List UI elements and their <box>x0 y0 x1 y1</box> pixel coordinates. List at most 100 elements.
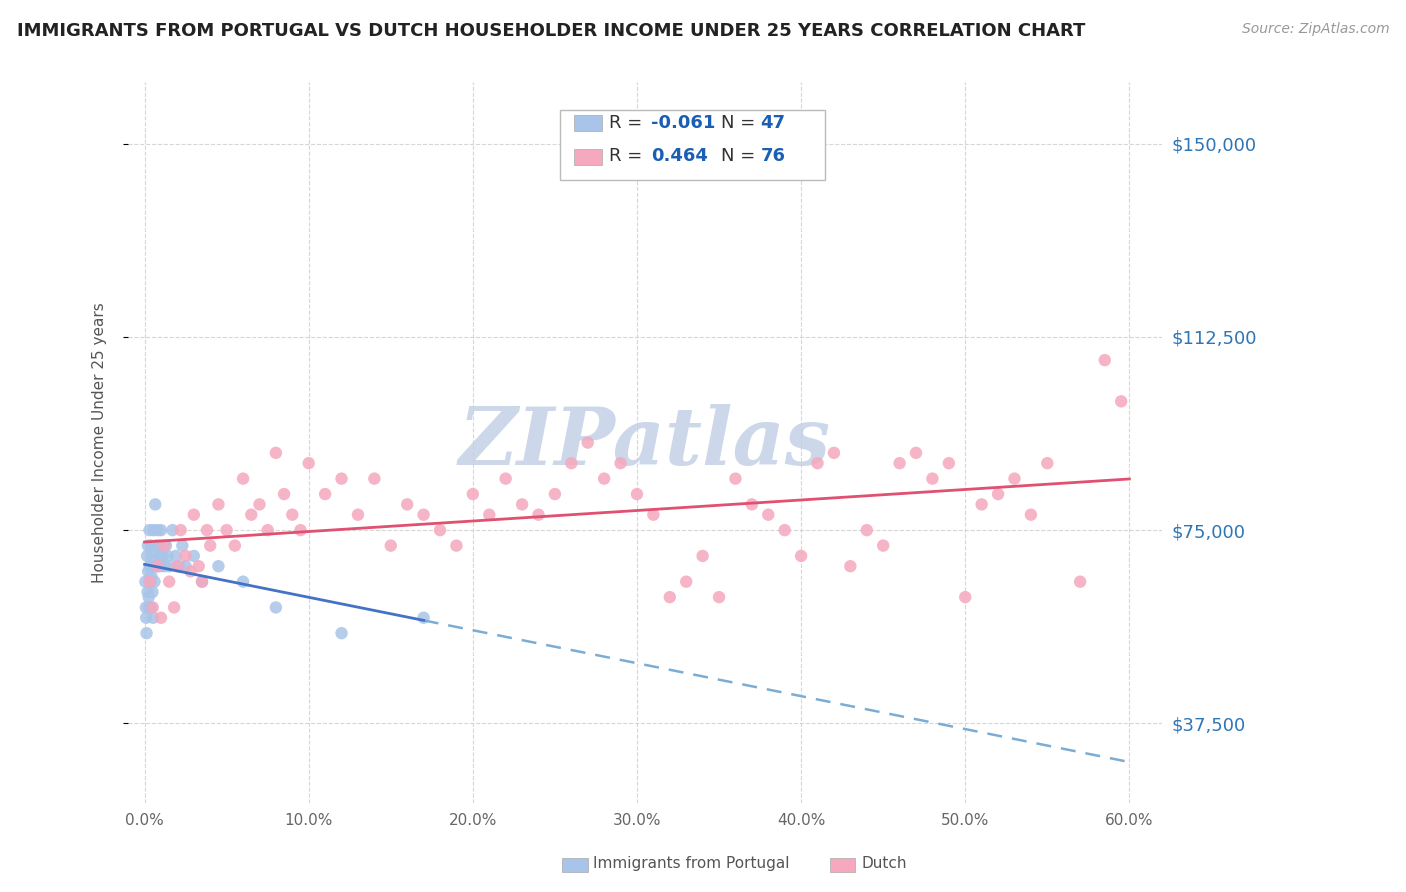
Text: Source: ZipAtlas.com: Source: ZipAtlas.com <box>1241 22 1389 37</box>
Point <box>141 569 163 583</box>
Point <box>330 472 353 486</box>
Point <box>153 539 176 553</box>
Point <box>806 456 828 470</box>
Point <box>921 472 943 486</box>
Point <box>1004 472 1026 486</box>
Point <box>692 549 714 563</box>
Point <box>143 574 166 589</box>
Point <box>148 549 170 563</box>
Point <box>461 487 484 501</box>
Point <box>256 523 278 537</box>
Point <box>412 611 434 625</box>
Point <box>141 585 163 599</box>
Point <box>139 559 162 574</box>
Point <box>872 539 894 553</box>
Text: -0.061: -0.061 <box>651 114 716 132</box>
Point <box>839 559 862 574</box>
Point <box>174 549 197 563</box>
Text: Immigrants from Portugal: Immigrants from Portugal <box>593 856 790 871</box>
Point <box>138 590 160 604</box>
Point <box>938 456 960 470</box>
Point <box>162 523 184 537</box>
Point <box>138 600 160 615</box>
Point <box>1019 508 1042 522</box>
Point <box>136 549 159 563</box>
Point <box>855 523 877 537</box>
Point <box>527 508 550 522</box>
Point <box>1094 353 1116 368</box>
Point <box>224 539 246 553</box>
Point <box>183 549 205 563</box>
Point <box>149 559 172 574</box>
Text: N =: N = <box>721 114 761 132</box>
Point <box>396 497 419 511</box>
Point <box>330 626 353 640</box>
Point <box>135 626 157 640</box>
Point <box>773 523 796 537</box>
Point <box>273 487 295 501</box>
Point <box>152 549 174 563</box>
Point <box>156 549 179 563</box>
Point <box>609 456 631 470</box>
Point <box>146 523 169 537</box>
Point <box>148 539 170 553</box>
Point <box>135 600 157 615</box>
Point <box>166 559 188 574</box>
Point <box>380 539 402 553</box>
Text: 0.464: 0.464 <box>651 147 707 165</box>
Point <box>955 590 977 604</box>
Point <box>146 559 169 574</box>
Point <box>136 565 159 579</box>
Point <box>429 523 451 537</box>
Point <box>157 574 180 589</box>
Point <box>478 508 501 522</box>
Point <box>264 600 287 615</box>
Text: Dutch: Dutch <box>862 856 907 871</box>
Point <box>741 497 763 511</box>
Point <box>281 508 304 522</box>
Point <box>180 565 202 579</box>
Point <box>141 549 163 563</box>
Point <box>155 539 177 553</box>
Point <box>136 585 159 599</box>
Point <box>987 487 1010 501</box>
Point <box>200 539 222 553</box>
Point <box>658 590 681 604</box>
Point <box>150 611 173 625</box>
Text: 76: 76 <box>761 147 786 165</box>
Point <box>1109 394 1132 409</box>
Point <box>146 559 169 574</box>
Point <box>823 446 845 460</box>
Point <box>142 559 165 574</box>
Point <box>970 497 993 511</box>
Text: R =: R = <box>609 114 648 132</box>
Point <box>904 446 927 460</box>
Text: ZIPatlas: ZIPatlas <box>460 404 831 482</box>
Point <box>191 574 214 589</box>
Point <box>138 574 160 589</box>
Point <box>412 508 434 522</box>
Point <box>139 574 162 589</box>
Point <box>153 559 176 574</box>
Point <box>889 456 911 470</box>
Point <box>560 456 582 470</box>
Point <box>510 497 533 511</box>
Point <box>707 590 730 604</box>
Point <box>232 472 254 486</box>
Point <box>143 497 166 511</box>
Point <box>138 523 160 537</box>
Point <box>142 523 165 537</box>
Y-axis label: Householder Income Under 25 years: Householder Income Under 25 years <box>93 302 107 583</box>
Point <box>157 559 180 574</box>
Text: IMMIGRANTS FROM PORTUGAL VS DUTCH HOUSEHOLDER INCOME UNDER 25 YEARS CORRELATION : IMMIGRANTS FROM PORTUGAL VS DUTCH HOUSEH… <box>17 22 1085 40</box>
Point <box>145 539 167 553</box>
Point <box>136 539 159 553</box>
Point <box>249 497 271 511</box>
Point <box>446 539 468 553</box>
Point <box>290 523 312 537</box>
Point <box>495 472 517 486</box>
Point <box>675 574 697 589</box>
Point <box>134 574 156 589</box>
Point <box>643 508 665 522</box>
Point <box>195 523 218 537</box>
